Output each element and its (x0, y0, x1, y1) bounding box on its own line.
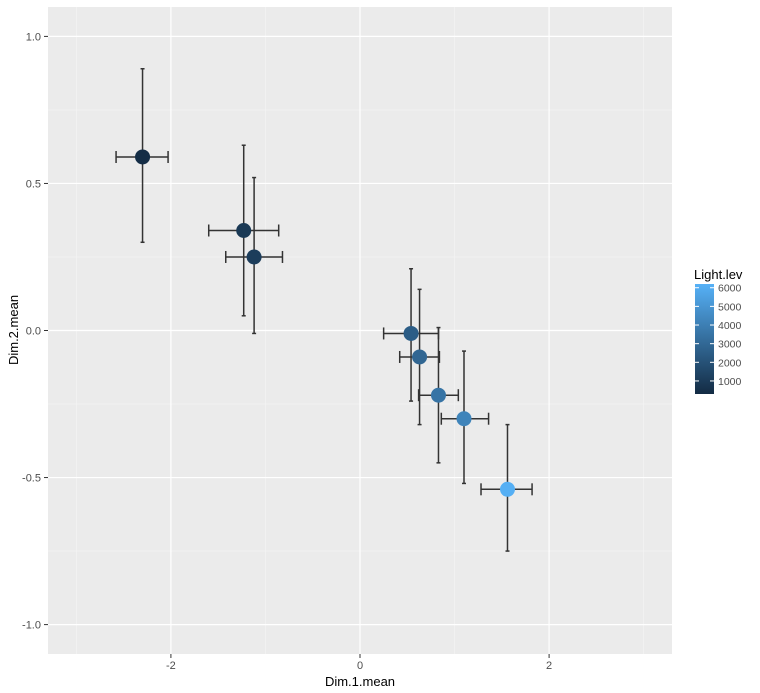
y-axis-title: Dim.2.mean (6, 295, 21, 365)
data-point (403, 325, 419, 341)
legend-label: 4000 (718, 320, 742, 332)
x-axis-title: Dim.1.mean (325, 674, 395, 689)
color-legend: Light.lev 1000 2000 3000 4000 5000 6000 (694, 267, 743, 394)
data-point (456, 411, 472, 427)
legend-colorbar (695, 284, 714, 394)
legend-label: 1000 (718, 376, 742, 388)
data-point (412, 349, 428, 365)
data-point (246, 249, 262, 265)
data-point (236, 223, 252, 239)
y-tick-label: -0.5 (22, 473, 41, 485)
x-axis-ticks: -2 0 2 (166, 654, 552, 672)
x-tick-label: 2 (546, 660, 552, 672)
y-tick-label: 0.0 (26, 326, 41, 338)
legend-title: Light.lev (694, 267, 743, 282)
legend-label: 2000 (718, 357, 742, 369)
data-point (430, 387, 446, 403)
x-tick-label: -2 (166, 660, 176, 672)
legend-ticks: 1000 2000 3000 4000 5000 6000 (695, 283, 742, 388)
y-tick-label: -1.0 (22, 620, 41, 632)
y-tick-label: 0.5 (26, 178, 41, 190)
data-point (135, 149, 151, 165)
legend-label: 6000 (718, 283, 742, 295)
y-axis-ticks: -1.0 -0.5 0.0 0.5 1.0 (22, 31, 48, 632)
legend-label: 5000 (718, 301, 742, 313)
x-tick-label: 0 (357, 660, 363, 672)
major-gridlines (48, 7, 672, 654)
y-tick-label: 1.0 (26, 31, 41, 43)
data-points (135, 149, 515, 497)
data-point (499, 481, 515, 497)
legend-label: 3000 (718, 339, 742, 351)
